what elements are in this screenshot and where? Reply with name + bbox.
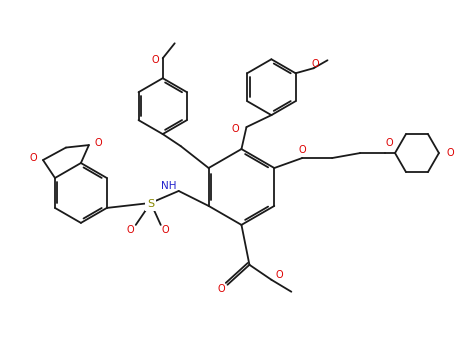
Text: O: O — [275, 270, 283, 280]
Text: O: O — [30, 153, 37, 163]
Text: O: O — [151, 55, 159, 65]
Text: O: O — [217, 284, 225, 294]
Text: O: O — [385, 138, 393, 148]
Text: O: O — [127, 225, 135, 235]
Text: O: O — [232, 124, 239, 134]
Text: O: O — [95, 138, 102, 148]
Text: O: O — [447, 148, 455, 158]
Text: S: S — [147, 199, 154, 209]
Text: O: O — [312, 59, 319, 69]
Text: O: O — [298, 145, 306, 155]
Text: NH: NH — [161, 181, 177, 191]
Text: O: O — [162, 225, 170, 235]
